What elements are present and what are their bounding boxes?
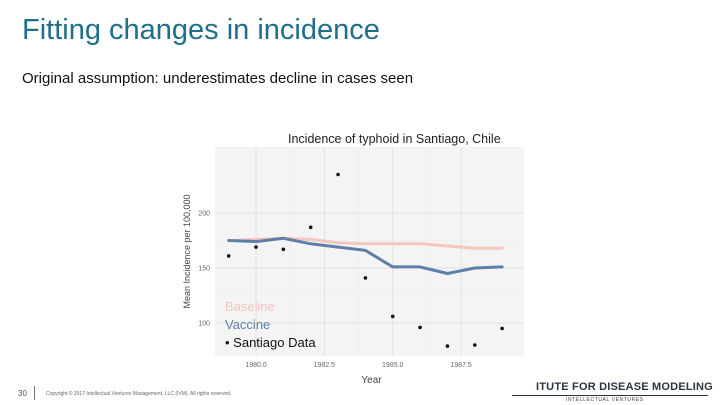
data-point xyxy=(363,276,368,280)
data-point xyxy=(254,245,258,249)
x-tick-label: 1985.0 xyxy=(382,362,404,369)
data-point xyxy=(281,247,286,252)
data-point xyxy=(226,254,231,258)
x-axis-label: Year xyxy=(361,375,382,386)
y-axis-label: Mean Incidence per 100,000 xyxy=(182,194,192,308)
footer-divider xyxy=(34,386,35,400)
data-point xyxy=(308,225,313,230)
axis-ticks: 100 150 200 1980.0 1982.5 1985.0 1987.5 xyxy=(198,211,472,370)
data-point xyxy=(336,172,340,177)
data-point xyxy=(390,314,395,319)
series-line-vaccine xyxy=(227,236,504,275)
y-tick-label: 200 xyxy=(198,211,210,218)
page-number: 30 xyxy=(18,389,27,398)
x-tick-label: 1987.5 xyxy=(450,362,472,369)
y-tick-label: 150 xyxy=(198,266,210,273)
chart-title: Incidence of typhoid in Santiago, Chile xyxy=(288,132,501,146)
x-tick-label: 1980.0 xyxy=(245,362,267,369)
slide-title: Fitting changes in incidence xyxy=(22,14,380,46)
copyright-text: Copyright © 2017 Intellectual Ventures M… xyxy=(46,391,232,397)
data-points xyxy=(226,172,504,348)
legend-vaccine: Vaccine xyxy=(225,317,271,332)
data-point xyxy=(418,325,422,330)
legend-baseline: Baseline xyxy=(225,299,275,314)
chart-legend: Baseline Vaccine • Santiago Data xyxy=(225,298,316,352)
data-point xyxy=(445,344,450,348)
logo-divider xyxy=(512,395,708,396)
logo-text: ITUTE FOR DISEASE MODELING xyxy=(536,381,713,393)
y-tick-label: 100 xyxy=(198,321,210,328)
legend-santiago-data: • Santiago Data xyxy=(225,335,316,350)
slide-subtitle: Original assumption: underestimates decl… xyxy=(22,70,414,87)
data-point xyxy=(472,343,477,347)
data-point xyxy=(500,326,504,331)
series-lines xyxy=(227,236,504,275)
logo-subtext: INTELLECTUAL VENTURES xyxy=(566,397,644,403)
x-tick-label: 1982.5 xyxy=(314,362,336,369)
